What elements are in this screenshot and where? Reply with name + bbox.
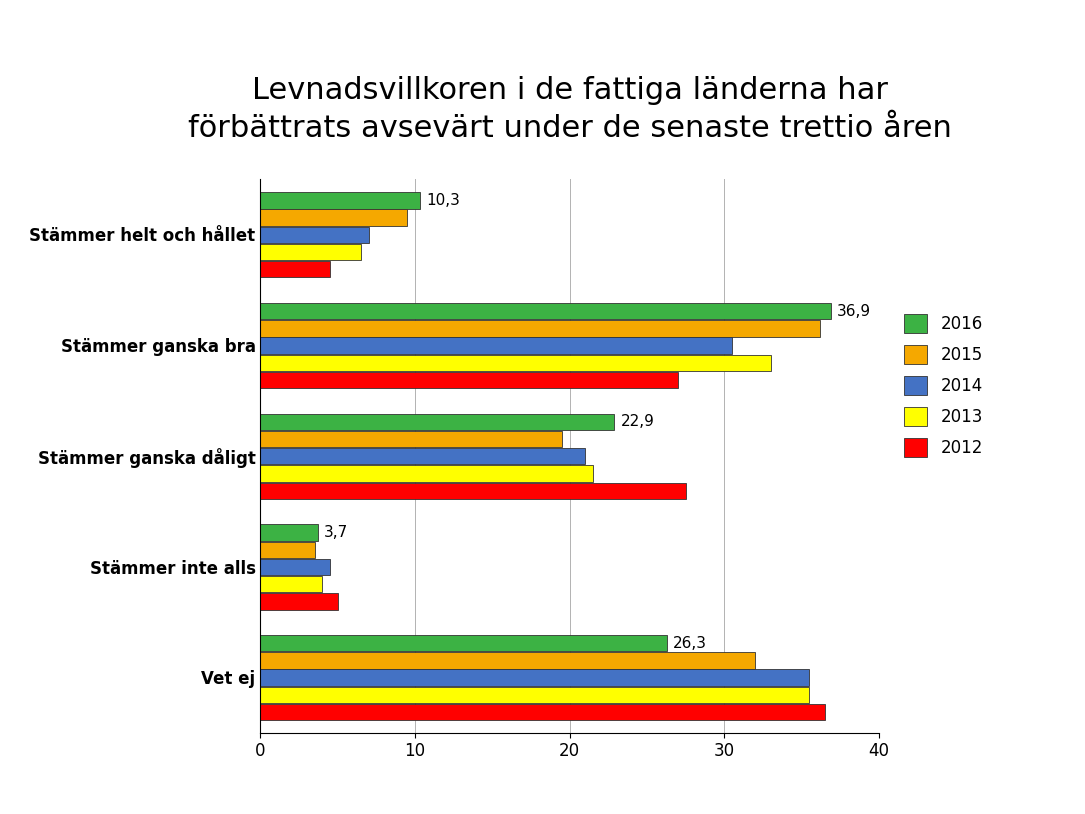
Bar	[260, 226, 369, 243]
Title: Levnadsvillkoren i de fattiga länderna har
förbättrats avsevärt under de senaste: Levnadsvillkoren i de fattiga länderna h…	[188, 77, 952, 143]
Text: 10,3: 10,3	[425, 193, 460, 208]
Bar	[260, 483, 686, 499]
Bar	[260, 244, 361, 260]
Bar	[260, 687, 809, 703]
Bar	[260, 209, 407, 225]
Text: 26,3: 26,3	[673, 636, 707, 650]
Bar	[260, 541, 315, 558]
Bar	[260, 320, 820, 336]
Bar	[260, 448, 585, 465]
Bar	[260, 431, 562, 447]
Bar	[260, 704, 825, 720]
Bar	[260, 355, 770, 371]
Bar	[260, 558, 330, 575]
Text: 22,9: 22,9	[621, 414, 654, 429]
Bar	[260, 337, 732, 354]
Bar	[260, 635, 667, 651]
Bar	[260, 466, 592, 482]
Bar	[260, 261, 330, 278]
Text: 36,9: 36,9	[838, 304, 871, 318]
Bar	[260, 414, 614, 430]
Bar	[260, 669, 809, 686]
Bar	[260, 192, 420, 208]
Bar	[260, 576, 322, 593]
Text: 3,7: 3,7	[323, 525, 348, 540]
Bar	[260, 652, 755, 668]
Bar	[260, 524, 318, 540]
Bar	[260, 593, 337, 610]
Legend: 2016, 2015, 2014, 2013, 2012: 2016, 2015, 2014, 2013, 2012	[899, 309, 988, 462]
Bar	[260, 303, 831, 319]
Bar	[260, 372, 678, 388]
